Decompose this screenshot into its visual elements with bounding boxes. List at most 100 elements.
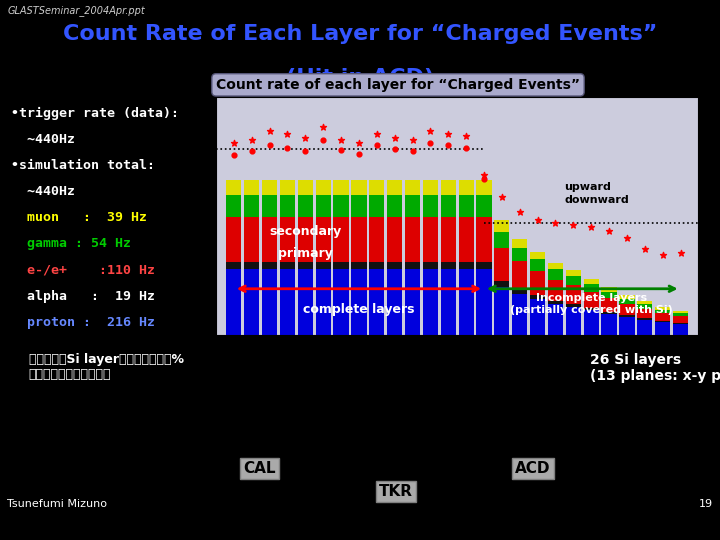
Point bbox=[264, 141, 275, 150]
Bar bbox=[530, 271, 545, 295]
Point bbox=[354, 150, 365, 159]
Bar bbox=[226, 180, 241, 195]
Bar bbox=[619, 315, 634, 317]
Bar bbox=[441, 195, 456, 218]
Bar bbox=[566, 285, 581, 303]
Point bbox=[532, 215, 544, 224]
Bar bbox=[566, 276, 581, 285]
Bar bbox=[298, 262, 313, 269]
Point bbox=[585, 223, 597, 232]
Bar bbox=[655, 322, 670, 335]
Bar bbox=[530, 295, 545, 299]
Bar bbox=[584, 308, 599, 310]
Point bbox=[228, 151, 240, 159]
Bar bbox=[262, 269, 277, 335]
Point bbox=[567, 220, 579, 229]
Bar bbox=[459, 180, 474, 195]
Bar bbox=[351, 269, 366, 335]
Bar bbox=[315, 195, 330, 218]
Bar bbox=[423, 180, 438, 195]
Bar bbox=[655, 309, 670, 313]
Bar bbox=[387, 195, 402, 218]
Bar bbox=[655, 313, 670, 321]
Bar bbox=[459, 262, 474, 269]
Bar bbox=[477, 262, 492, 269]
Bar bbox=[315, 218, 330, 262]
Point bbox=[407, 146, 418, 155]
Bar bbox=[351, 262, 366, 269]
Text: ~440Hz: ~440Hz bbox=[11, 133, 75, 146]
Text: 26 Si layers
(13 planes: x-y pair): 26 Si layers (13 planes: x-y pair) bbox=[590, 353, 720, 383]
Text: secondary: secondary bbox=[269, 225, 341, 238]
Text: primary: primary bbox=[278, 247, 333, 260]
Bar bbox=[494, 232, 510, 248]
Bar bbox=[477, 269, 492, 335]
Bar bbox=[459, 195, 474, 218]
Bar bbox=[333, 269, 348, 335]
Bar bbox=[333, 218, 348, 262]
Bar bbox=[280, 195, 295, 218]
Point bbox=[228, 139, 240, 147]
Text: e-/e+    :110 Hz: e-/e+ :110 Hz bbox=[11, 264, 155, 276]
Bar bbox=[655, 307, 670, 309]
Bar bbox=[244, 195, 259, 218]
Bar bbox=[280, 262, 295, 269]
Text: •trigger rate (data):: •trigger rate (data): bbox=[11, 107, 179, 120]
Bar bbox=[584, 292, 599, 308]
Bar bbox=[262, 180, 277, 195]
Text: Count Rate of Each Layer for “Charged Events”: Count Rate of Each Layer for “Charged Ev… bbox=[63, 24, 657, 44]
Point bbox=[514, 208, 526, 217]
Point bbox=[264, 126, 275, 135]
Point bbox=[389, 134, 400, 143]
Bar bbox=[333, 195, 348, 218]
Text: upward: upward bbox=[564, 182, 611, 192]
Text: Count rate of each layer for “Charged Events”: Count rate of each layer for “Charged Ev… bbox=[216, 78, 580, 92]
Bar bbox=[512, 261, 527, 289]
Bar bbox=[244, 262, 259, 269]
Bar bbox=[637, 305, 652, 309]
Bar bbox=[512, 289, 527, 294]
Bar bbox=[566, 307, 581, 335]
Bar bbox=[333, 262, 348, 269]
Text: ACD: ACD bbox=[515, 461, 551, 476]
Bar bbox=[351, 218, 366, 262]
Point bbox=[443, 141, 454, 150]
Text: 19: 19 bbox=[698, 500, 713, 509]
Bar bbox=[512, 248, 527, 261]
Bar bbox=[601, 312, 616, 314]
Text: •simulation total:: •simulation total: bbox=[11, 159, 155, 172]
Text: proton :  216 Hz: proton : 216 Hz bbox=[11, 316, 155, 329]
Bar bbox=[637, 320, 652, 335]
X-axis label: layer number: layer number bbox=[415, 360, 499, 373]
Bar bbox=[477, 180, 492, 195]
Point bbox=[425, 139, 436, 147]
Bar bbox=[405, 262, 420, 269]
Bar bbox=[601, 292, 616, 299]
Bar bbox=[548, 303, 563, 335]
Bar bbox=[673, 313, 688, 316]
Bar bbox=[512, 294, 527, 335]
Bar bbox=[548, 269, 563, 280]
Bar bbox=[244, 269, 259, 335]
Bar bbox=[512, 239, 527, 248]
Text: muon   :  39 Hz: muon : 39 Hz bbox=[11, 211, 147, 224]
Text: ~440Hz: ~440Hz bbox=[11, 185, 75, 198]
Bar bbox=[441, 269, 456, 335]
Bar bbox=[494, 287, 510, 335]
Text: downward: downward bbox=[564, 194, 629, 205]
Point bbox=[246, 146, 258, 155]
Point bbox=[354, 139, 365, 147]
Bar bbox=[262, 262, 277, 269]
Bar bbox=[530, 299, 545, 335]
Bar bbox=[619, 317, 634, 335]
Bar bbox=[423, 269, 438, 335]
Bar bbox=[298, 218, 313, 262]
Bar bbox=[548, 301, 563, 303]
Point bbox=[371, 130, 382, 139]
Point bbox=[300, 146, 311, 155]
Bar bbox=[369, 269, 384, 335]
Bar bbox=[637, 301, 652, 305]
Bar bbox=[369, 180, 384, 195]
Bar bbox=[244, 218, 259, 262]
Point bbox=[603, 227, 615, 235]
